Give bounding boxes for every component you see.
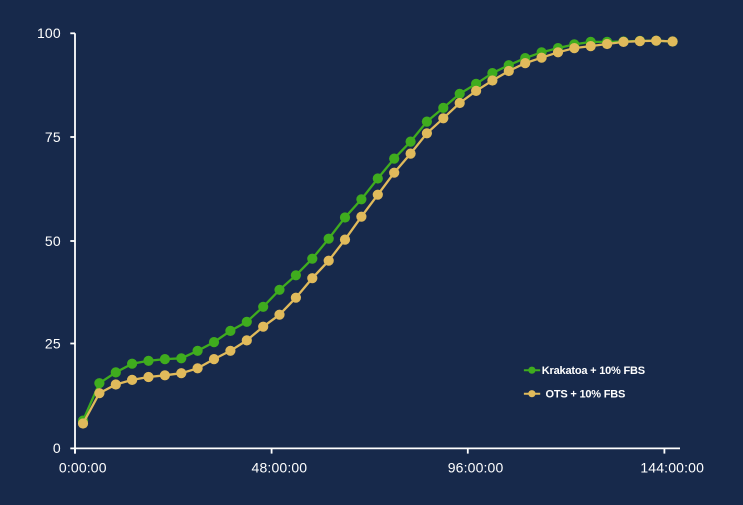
svg-text:144:00:00: 144:00:00 xyxy=(640,460,704,476)
svg-text:100: 100 xyxy=(37,25,61,41)
svg-text:50: 50 xyxy=(45,233,61,249)
svg-text:0: 0 xyxy=(53,440,61,456)
svg-text:Krakatoa + 10% FBS: Krakatoa + 10% FBS xyxy=(542,365,645,377)
svg-text:75: 75 xyxy=(45,129,61,145)
svg-text:OTS + 10% FBS: OTS + 10% FBS xyxy=(546,389,626,401)
svg-text:0:00:00: 0:00:00 xyxy=(59,460,107,476)
svg-text:48:00:00: 48:00:00 xyxy=(252,460,308,476)
svg-text:96:00:00: 96:00:00 xyxy=(448,460,504,476)
svg-text:25: 25 xyxy=(45,335,61,351)
